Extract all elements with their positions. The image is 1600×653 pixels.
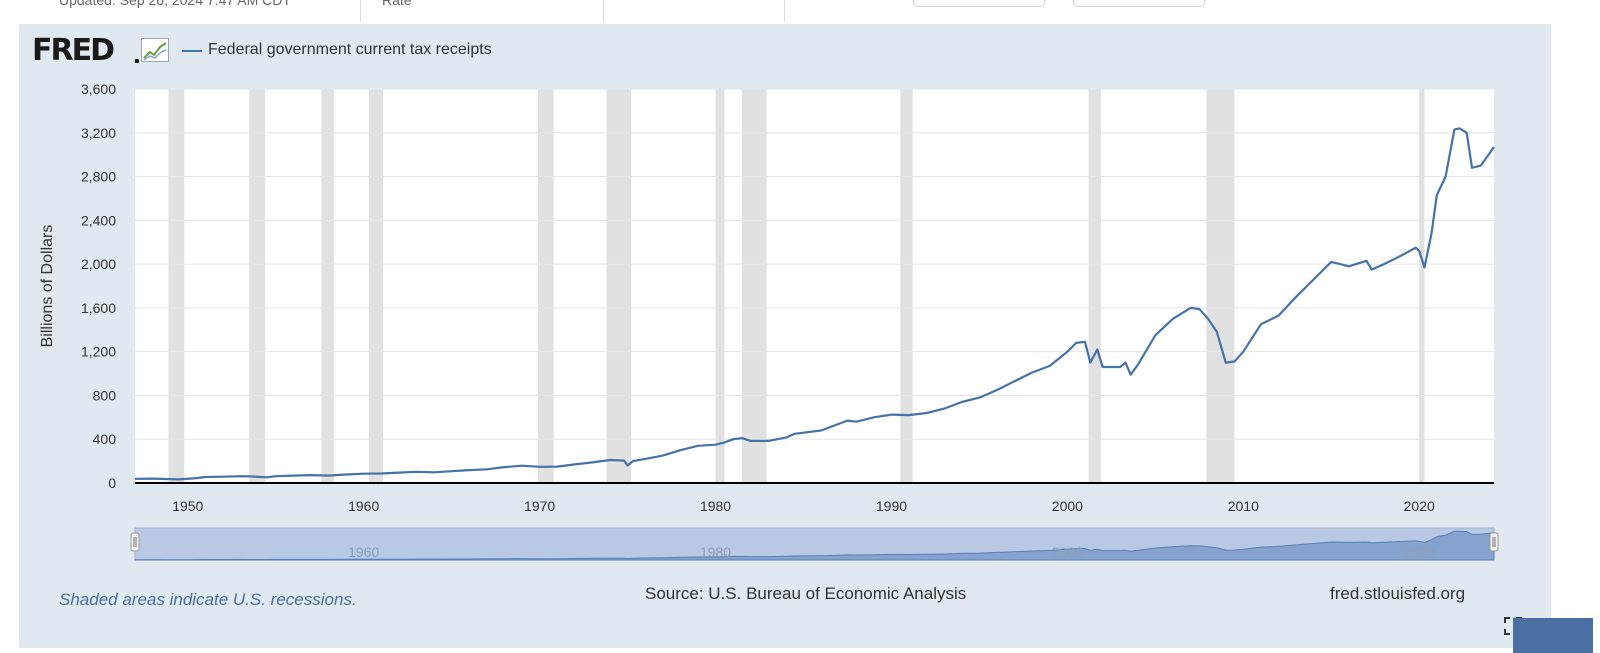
- recession-band: [900, 89, 913, 483]
- source-text: Source: U.S. Bureau of Economic Analysis: [645, 584, 967, 603]
- navigator-handle[interactable]: [130, 532, 140, 552]
- updated-text: Updated: Sep 26, 2024 7:47 AM CDT: [59, 0, 291, 8]
- x-tick-label: 1950: [172, 498, 203, 514]
- recession-band: [715, 89, 725, 483]
- logo-dot: [135, 59, 139, 63]
- y-tick-label: 2,000: [81, 256, 116, 272]
- x-tick-label: 2010: [1228, 498, 1259, 514]
- recession-band: [1206, 89, 1235, 483]
- rate-label: Rate: [382, 0, 412, 8]
- fred-chart-icon: [141, 38, 169, 62]
- navigator-area: [134, 530, 1495, 561]
- y-tick-label: 1,200: [81, 344, 116, 360]
- recession-band: [606, 89, 632, 483]
- header-divider: [360, 0, 361, 22]
- navigator-tick-label: 1960: [348, 544, 379, 560]
- y-tick-label: 0: [108, 475, 116, 491]
- y-tick-label: 3,600: [81, 81, 116, 97]
- navigator-tick-label: 1980: [700, 544, 731, 560]
- line-chart: 0 400 800 1,200 1,600 2,000 2,400 2,800 3,200 3,6…: [39, 81, 1499, 561]
- navigator-handle[interactable]: [1489, 532, 1499, 552]
- y-tick-label: 2,800: [81, 169, 116, 185]
- recession-band: [368, 89, 384, 483]
- header-select[interactable]: [913, 0, 1045, 7]
- y-tick-label: 3,200: [81, 125, 116, 141]
- legend-swatch: [182, 50, 202, 52]
- recession-band: [1419, 89, 1425, 483]
- x-tick-label: 1980: [700, 498, 731, 514]
- recession-band: [321, 89, 334, 483]
- navigator-tick-label: 2000: [1052, 544, 1083, 560]
- x-tick-label: 1970: [524, 498, 555, 514]
- corner-button[interactable]: [1513, 618, 1593, 653]
- site-link[interactable]: fred.stlouisfed.org: [1330, 584, 1466, 603]
- x-tick-label: 2000: [1052, 498, 1083, 514]
- top-strip: Updated: Sep 26, 2024 7:47 AM CDT Rate: [0, 0, 1600, 24]
- y-tick-label: 400: [93, 431, 117, 447]
- header-select[interactable]: [1073, 0, 1205, 7]
- fred-logo[interactable]: FRED: [32, 33, 115, 68]
- legend-series-name[interactable]: Federal government current tax receipts: [208, 41, 492, 58]
- chart-panel: FRED Federal government current tax rece…: [19, 24, 1551, 648]
- recession-band: [537, 89, 554, 483]
- header-divider: [784, 0, 785, 22]
- recession-band: [741, 89, 767, 483]
- recession-band: [249, 89, 266, 483]
- y-tick-label: 2,400: [81, 212, 116, 228]
- series-line: [134, 127, 1495, 481]
- recession-band: [168, 89, 185, 483]
- x-tick-label: 2020: [1404, 498, 1435, 514]
- x-tick-label: 1990: [876, 498, 907, 514]
- navigator-tick-label: 2020: [1404, 544, 1435, 560]
- header-divider: [603, 0, 604, 22]
- y-axis-label: Billions of Dollars: [39, 225, 56, 348]
- plot-area: [135, 89, 1494, 483]
- recession-band: [1088, 89, 1101, 483]
- y-tick-label: 1,600: [81, 300, 116, 316]
- y-tick-label: 800: [93, 387, 117, 403]
- x-tick-label: 1960: [348, 498, 379, 514]
- recession-note: Shaded areas indicate U.S. recessions.: [59, 590, 357, 609]
